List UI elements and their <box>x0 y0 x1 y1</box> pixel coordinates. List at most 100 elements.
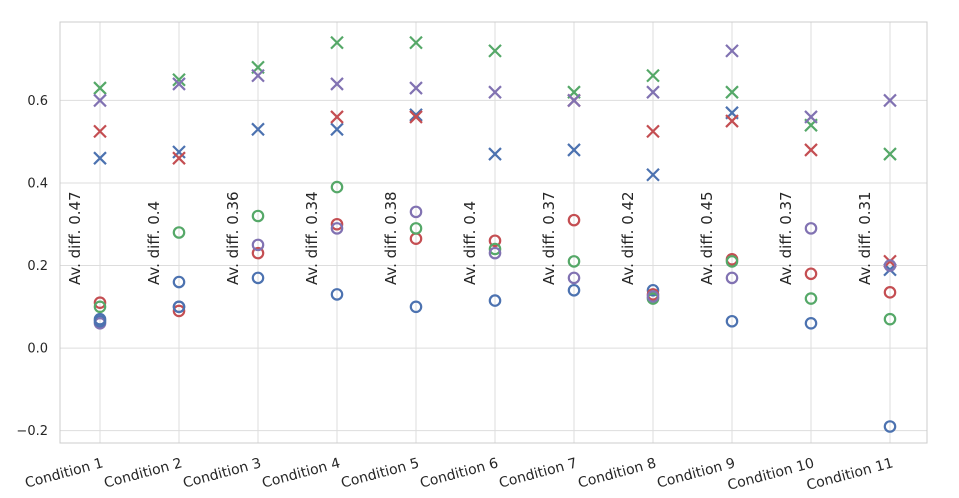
y-tick-label: 0.6 <box>27 94 48 109</box>
circle-marker-point <box>330 222 344 235</box>
y-tick-label: −0.2 <box>16 424 48 439</box>
avg-diff-annotation: Av. diff. 0.47 <box>66 191 84 285</box>
x-marker-point <box>488 44 502 58</box>
avg-diff-annotation: Av. diff. 0.37 <box>540 191 558 285</box>
circle-marker-point <box>488 246 502 260</box>
circle-marker-point <box>883 259 897 272</box>
x-tick-label: Condition 1 <box>23 455 105 491</box>
circle-marker-point <box>172 275 186 289</box>
avg-diff-annotation: Av. diff. 0.4 <box>461 201 479 285</box>
circle-marker-point <box>488 234 502 248</box>
circle-marker-point <box>646 283 660 297</box>
circle-marker-point <box>883 286 897 299</box>
circle-marker-point <box>330 288 344 301</box>
x-marker-point <box>567 143 581 157</box>
x-marker-point <box>93 124 107 139</box>
x-marker-point <box>646 68 660 83</box>
x-marker-point <box>409 110 423 124</box>
circle-marker-point <box>251 209 265 223</box>
x-marker-point <box>409 108 423 122</box>
circle-marker-point <box>646 290 660 303</box>
circle-marker-point <box>883 312 897 326</box>
data-marks <box>93 35 897 433</box>
circle-marker-point <box>725 314 739 328</box>
circle-marker-point <box>330 217 344 231</box>
x-marker-point <box>883 147 897 161</box>
circle-marker-point <box>93 314 107 328</box>
circle-marker-point <box>804 222 818 235</box>
avg-diff-annotation: Av. diff. 0.37 <box>777 191 795 285</box>
x-tick-label: Condition 6 <box>418 455 500 491</box>
x-tick-label: Condition 4 <box>260 455 342 491</box>
circle-marker-point <box>172 304 186 318</box>
x-marker-point <box>567 93 581 108</box>
circle-marker-point <box>567 283 581 297</box>
x-tick-label: Condition 10 <box>726 455 816 494</box>
circle-marker-point <box>725 271 739 285</box>
x-tick-label: Condition 7 <box>497 455 579 491</box>
x-marker-point <box>93 93 107 108</box>
x-marker-point <box>804 143 818 157</box>
circle-marker-point <box>330 180 344 194</box>
circle-marker-point <box>883 420 897 433</box>
circle-marker-point <box>93 300 107 314</box>
circle-marker-point <box>409 300 423 314</box>
x-marker-point <box>488 85 502 99</box>
x-tick-label: Condition 2 <box>102 455 184 491</box>
circle-marker-point <box>172 300 186 314</box>
circle-marker-point <box>567 213 581 227</box>
x-marker-point <box>330 110 344 124</box>
x-marker-point <box>883 93 897 108</box>
x-marker-point <box>646 124 660 139</box>
x-marker-point <box>725 85 739 99</box>
avg-diff-annotation: Av. diff. 0.31 <box>856 191 874 285</box>
x-tick-label: Condition 8 <box>576 455 658 491</box>
y-axis: −0.2 0.0 0.2 0.4 0.6 <box>16 94 48 439</box>
x-marker-point <box>409 35 423 50</box>
x-marker-point <box>804 110 818 124</box>
x-marker-point <box>172 145 186 159</box>
x-marker-point <box>93 81 107 95</box>
x-marker-point <box>646 167 660 182</box>
x-marker-point <box>172 77 186 91</box>
grid <box>60 22 927 443</box>
y-tick-label: 0.2 <box>27 259 48 274</box>
x-tick-label: Condition 9 <box>655 455 737 491</box>
circle-marker-point <box>251 271 265 285</box>
x-tick-label: Condition 11 <box>805 455 895 494</box>
circle-marker-point <box>93 296 107 309</box>
circle-marker-point <box>804 317 818 330</box>
x-marker-point <box>646 85 660 99</box>
avg-diff-annotation: Av. diff. 0.36 <box>224 191 242 285</box>
circle-marker-point <box>251 238 265 252</box>
x-tick-label: Condition 3 <box>181 455 263 491</box>
avg-diff-annotation: Av. diff. 0.42 <box>619 191 637 285</box>
plot-area-frame <box>59 21 928 444</box>
x-marker-point <box>251 68 265 83</box>
circle-marker-point <box>725 255 739 268</box>
x-marker-point <box>488 147 502 161</box>
y-tick-label: 0.0 <box>27 342 48 357</box>
x-marker-point <box>330 122 344 137</box>
y-tick-label: 0.4 <box>27 176 48 191</box>
circle-marker-point <box>251 246 265 260</box>
circle-marker-point <box>804 267 818 281</box>
x-marker-point <box>330 77 344 91</box>
x-marker-point <box>251 122 265 137</box>
x-marker-point <box>330 35 344 50</box>
x-tick-label: Condition 5 <box>339 455 421 491</box>
x-marker-point <box>172 73 186 87</box>
circle-marker-point <box>804 292 818 305</box>
circle-marker-point <box>567 271 581 285</box>
circle-marker-point <box>488 242 502 256</box>
x-marker-point <box>725 44 739 58</box>
circle-marker-point <box>409 222 423 235</box>
avg-diff-annotation: Av. diff. 0.45 <box>698 191 716 285</box>
circle-marker-point <box>567 255 581 268</box>
x-marker-point <box>172 151 186 165</box>
circle-marker-point <box>488 294 502 307</box>
x-marker-point <box>93 151 107 165</box>
annotations: Av. diff. 0.47 Av. diff. 0.4 Av. diff. 0.3… <box>66 191 874 285</box>
